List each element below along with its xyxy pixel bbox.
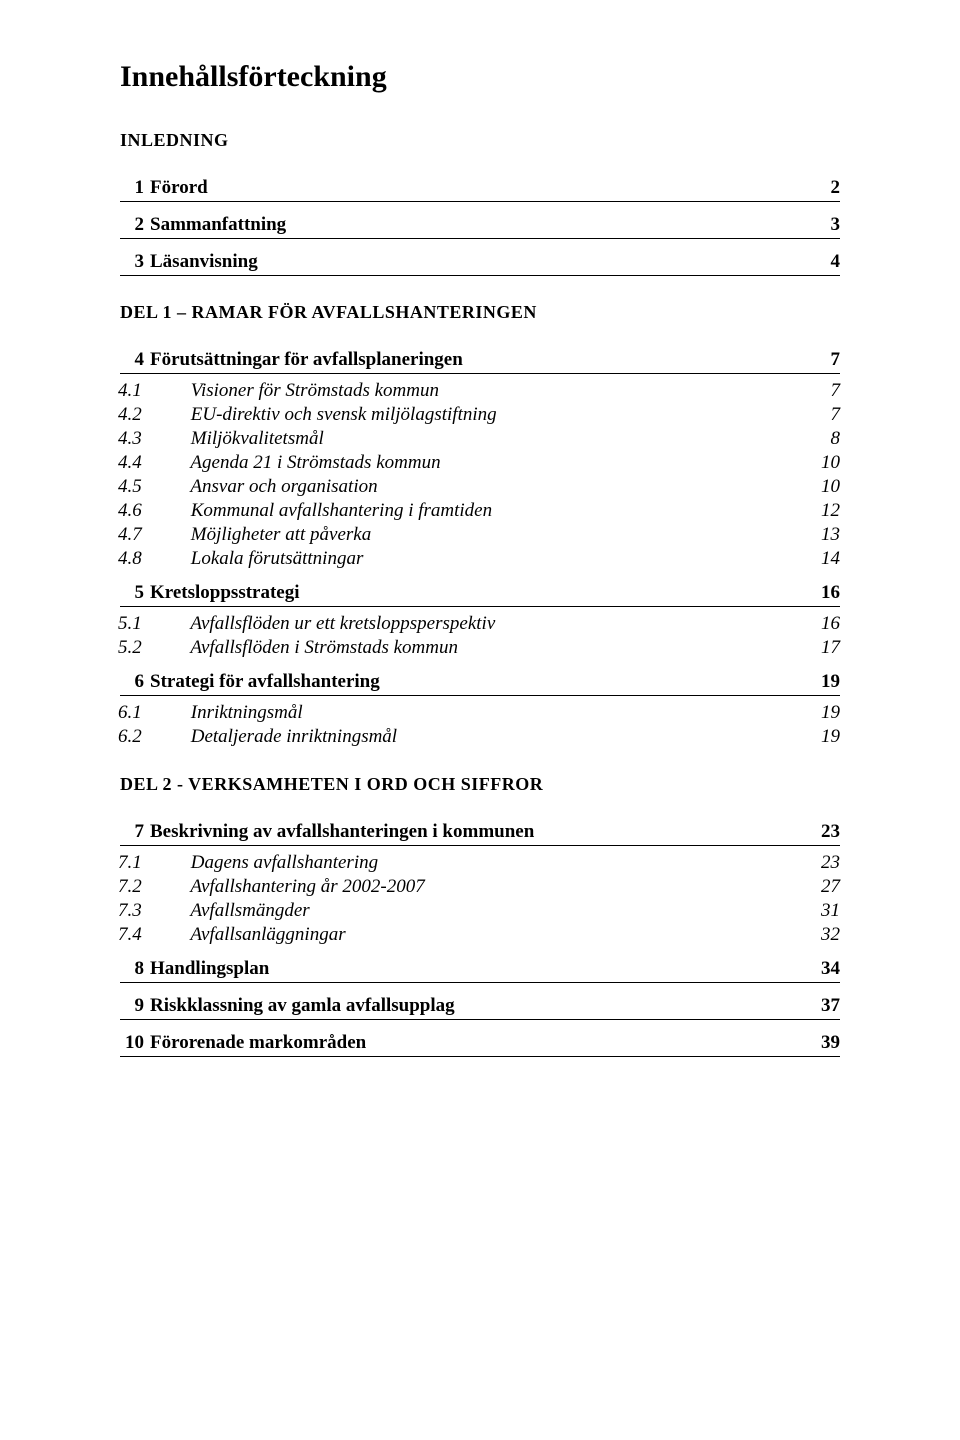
toc-group: 1 Förord 2 2 Sammanfattning 3 3 Läsanvis… (120, 177, 840, 276)
toc-entry: 2 Sammanfattning 3 (120, 214, 840, 239)
entry-page: 32 (800, 924, 840, 946)
toc-entry: 9 Riskklassning av gamla avfallsupplag 3… (120, 995, 840, 1020)
entry-number: 2 (120, 214, 148, 236)
toc-entry: 7 Beskrivning av avfallshanteringen i ko… (120, 821, 840, 846)
section-label-del2: DEL 2 - VERKSAMHETEN I ORD OCH SIFFROR (120, 774, 840, 795)
entry-page: 19 (800, 671, 840, 693)
toc-group: 4 Förutsättningar för avfallsplaneringen… (120, 349, 840, 748)
toc-subentry: 4.5 Ansvar och organisation 10 (120, 476, 840, 498)
entry-page: 19 (800, 702, 840, 724)
section-label-inledning: INLEDNING (120, 130, 840, 151)
entry-title: Läsanvisning (148, 251, 800, 273)
entry-page: 19 (800, 726, 840, 748)
entry-title: 4.6 Kommunal avfallshantering i framtide… (148, 500, 800, 522)
entry-number: 3 (120, 251, 148, 273)
entry-page: 12 (800, 500, 840, 522)
entry-page: 10 (800, 476, 840, 498)
toc-subentry: 6.1 Inriktningsmål 19 (120, 702, 840, 724)
entry-number: 5 (120, 582, 148, 604)
entry-title: 4.1 Visioner för Strömstads kommun (148, 380, 800, 402)
entry-title: Kretsloppsstrategi (148, 582, 800, 604)
entry-title: 4.7 Möjligheter att påverka (148, 524, 800, 546)
toc-subentry: 7.4 Avfallsanläggningar 32 (120, 924, 840, 946)
entry-page: 23 (800, 852, 840, 874)
entry-page: 14 (800, 548, 840, 570)
entry-number: 4 (120, 349, 148, 371)
entry-number: 1 (120, 177, 148, 199)
toc-entry: 5 Kretsloppsstrategi 16 (120, 582, 840, 607)
toc-entry: 10 Förorenade markområden 39 (120, 1032, 840, 1057)
entry-title: 7.4 Avfallsanläggningar (148, 924, 800, 946)
entry-page: 37 (800, 995, 840, 1017)
entry-title: Handlingsplan (148, 958, 800, 980)
section-label-del1: DEL 1 – RAMAR FÖR AVFALLSHANTERINGEN (120, 302, 840, 323)
entry-page: 39 (800, 1032, 840, 1054)
document-title: Innehållsförteckning (120, 60, 840, 94)
toc-entry: 4 Förutsättningar för avfallsplaneringen… (120, 349, 840, 374)
entry-number: 10 (120, 1032, 148, 1054)
entry-title: Riskklassning av gamla avfallsupplag (148, 995, 800, 1017)
toc-subentry: 4.4 Agenda 21 i Strömstads kommun 10 (120, 452, 840, 474)
entry-page: 34 (800, 958, 840, 980)
entry-title: Förorenade markområden (148, 1032, 800, 1054)
entry-number: 6 (120, 671, 148, 693)
toc-subentry: 4.3 Miljökvalitetsmål 8 (120, 428, 840, 450)
entry-title: Förutsättningar för avfallsplaneringen (148, 349, 800, 371)
toc-subentry: 4.7 Möjligheter att påverka 13 (120, 524, 840, 546)
entry-page: 13 (800, 524, 840, 546)
entry-page: 4 (800, 251, 840, 273)
entry-page: 16 (800, 582, 840, 604)
entry-page: 3 (800, 214, 840, 236)
entry-number: 7 (120, 821, 148, 843)
entry-title: Strategi för avfallshantering (148, 671, 800, 693)
entry-page: 7 (800, 349, 840, 371)
entry-page: 16 (800, 613, 840, 635)
entry-title: 4.2 EU-direktiv och svensk miljölagstift… (148, 404, 800, 426)
entry-title: 4.8 Lokala förutsättningar (148, 548, 800, 570)
entry-title: 4.4 Agenda 21 i Strömstads kommun (148, 452, 800, 474)
toc-subentry: 4.1 Visioner för Strömstads kommun 7 (120, 380, 840, 402)
toc-subentry: 7.1 Dagens avfallshantering 23 (120, 852, 840, 874)
entry-page: 10 (800, 452, 840, 474)
toc-subentry: 6.2 Detaljerade inriktningsmål 19 (120, 726, 840, 748)
entry-page: 2 (800, 177, 840, 199)
toc-subentry: 4.2 EU-direktiv och svensk miljölagstift… (120, 404, 840, 426)
entry-page: 7 (800, 404, 840, 426)
entry-title: 7.2 Avfallshantering år 2002-2007 (148, 876, 800, 898)
entry-title: Förord (148, 177, 800, 199)
entry-page: 31 (800, 900, 840, 922)
entry-title: 4.5 Ansvar och organisation (148, 476, 800, 498)
toc-subentry: 4.8 Lokala förutsättningar 14 (120, 548, 840, 570)
entry-page: 8 (800, 428, 840, 450)
entry-page: 23 (800, 821, 840, 843)
toc-subentry: 7.2 Avfallshantering år 2002-2007 27 (120, 876, 840, 898)
toc-subentry: 4.6 Kommunal avfallshantering i framtide… (120, 500, 840, 522)
entry-number: 9 (120, 995, 148, 1017)
toc-entry: 6 Strategi för avfallshantering 19 (120, 671, 840, 696)
toc-entry: 1 Förord 2 (120, 177, 840, 202)
toc-group: 7 Beskrivning av avfallshanteringen i ko… (120, 821, 840, 1057)
entry-title: 6.2 Detaljerade inriktningsmål (148, 726, 800, 748)
entry-title: Sammanfattning (148, 214, 800, 236)
entry-title: 7.1 Dagens avfallshantering (148, 852, 800, 874)
entry-title: Beskrivning av avfallshanteringen i komm… (148, 821, 800, 843)
entry-page: 17 (800, 637, 840, 659)
toc-entry: 8 Handlingsplan 34 (120, 958, 840, 983)
toc-subentry: 5.1 Avfallsflöden ur ett kretsloppspersp… (120, 613, 840, 635)
entry-title: 7.3 Avfallsmängder (148, 900, 800, 922)
toc-subentry: 7.3 Avfallsmängder 31 (120, 900, 840, 922)
toc-entry: 3 Läsanvisning 4 (120, 251, 840, 276)
toc-subentry: 5.2 Avfallsflöden i Strömstads kommun 17 (120, 637, 840, 659)
entry-title: 4.3 Miljökvalitetsmål (148, 428, 800, 450)
entry-title: 6.1 Inriktningsmål (148, 702, 800, 724)
entry-number: 8 (120, 958, 148, 980)
entry-title: 5.2 Avfallsflöden i Strömstads kommun (148, 637, 800, 659)
entry-title: 5.1 Avfallsflöden ur ett kretsloppspersp… (148, 613, 800, 635)
entry-page: 7 (800, 380, 840, 402)
entry-page: 27 (800, 876, 840, 898)
